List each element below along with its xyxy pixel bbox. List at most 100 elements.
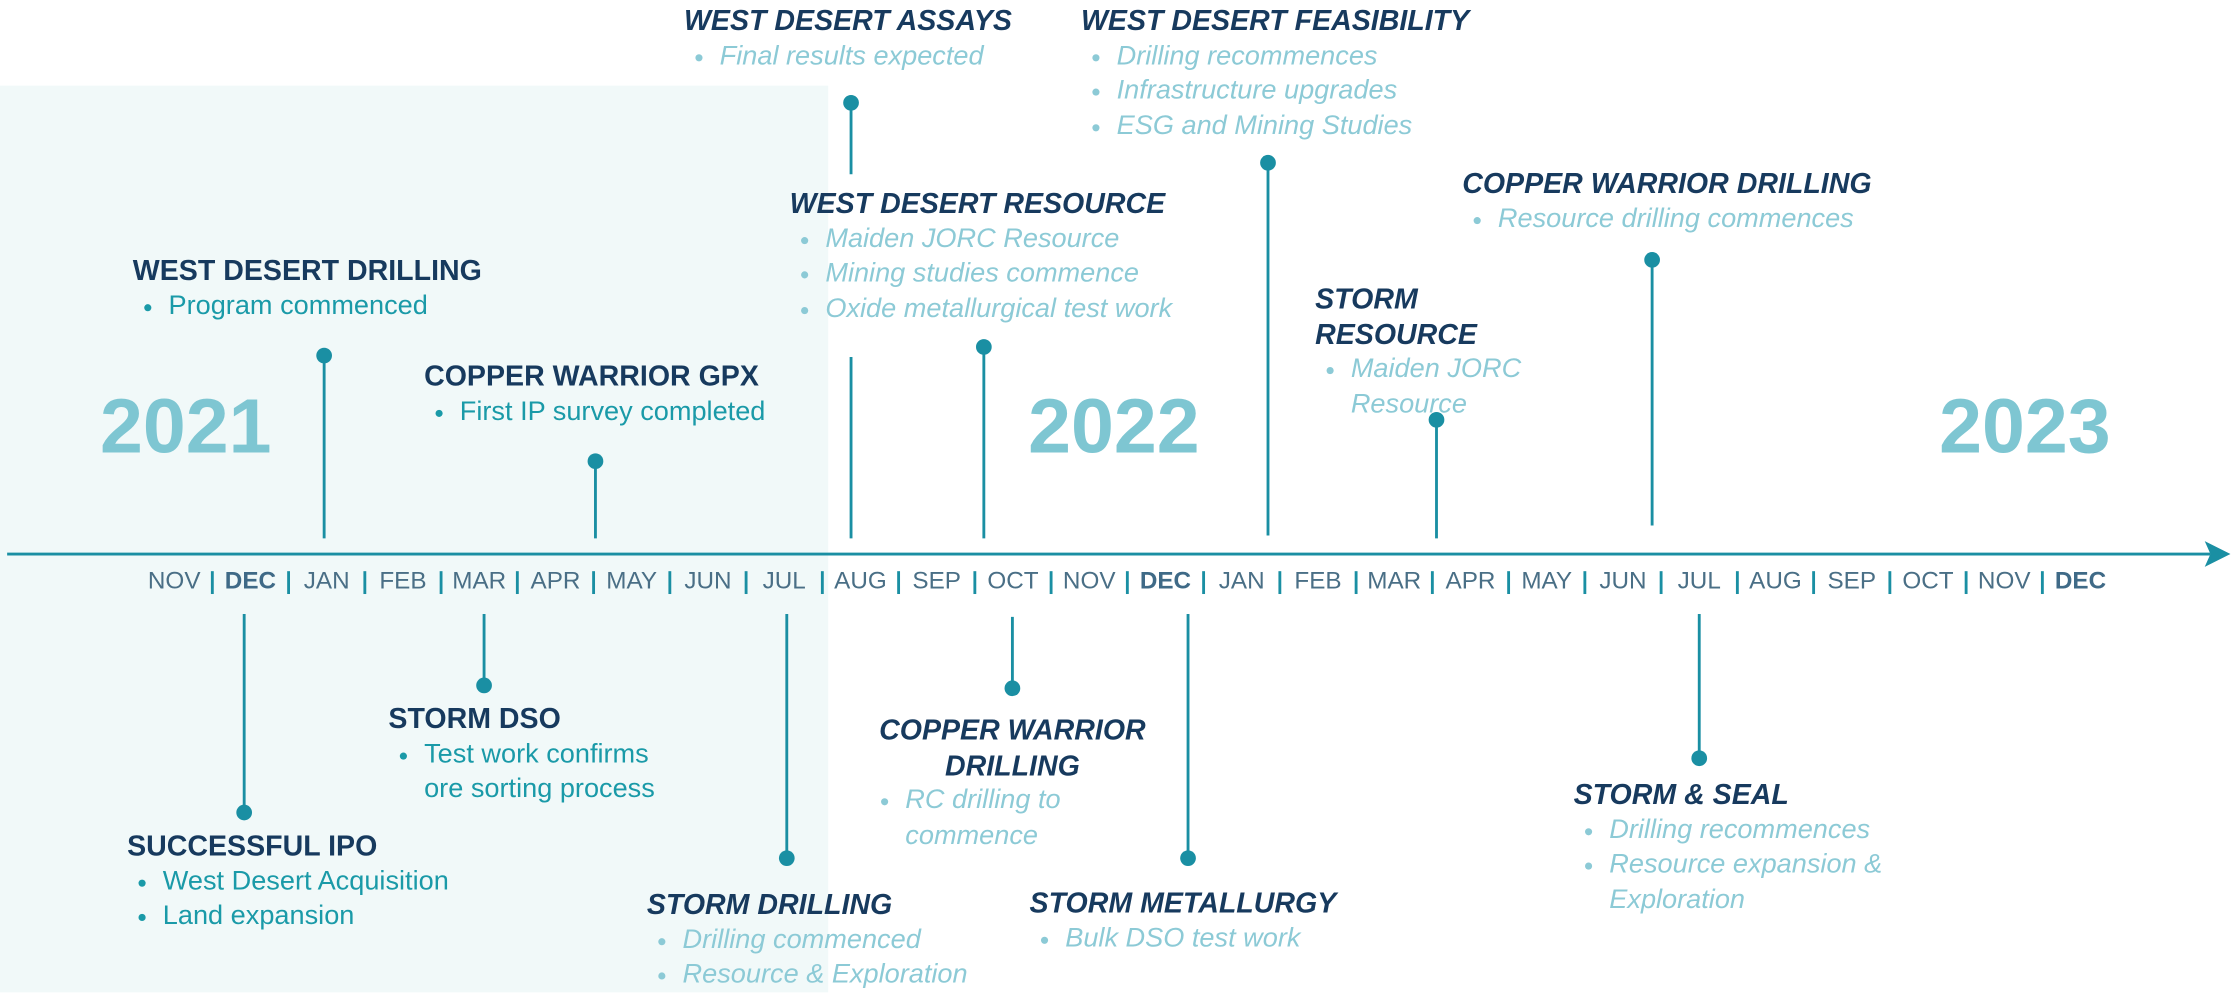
month-label: OCT: [1902, 566, 1954, 595]
event: SUCCESSFUL IPOWest Desert AcquisitionLan…: [127, 830, 555, 935]
month-label: MAY: [606, 566, 658, 595]
event-bullet: Oxide metallurgical test work: [825, 292, 1246, 327]
month-label: AUG: [834, 566, 887, 595]
axis-arrow: [2204, 541, 2231, 567]
month-label: DEC: [1139, 566, 1192, 595]
event-bullet: Drilling commenced: [683, 923, 1076, 958]
event-bullet: First IP survey completed: [460, 395, 853, 430]
event-dot: [316, 347, 332, 364]
event-title: COPPER WARRIOR DRILLING: [1462, 168, 1872, 200]
shaded-period: [0, 85, 829, 993]
event: WEST DESERT RESOURCEMaiden JORC Resource…: [790, 187, 1247, 327]
event-bullets: Maiden JORC ResourceMining studies comme…: [790, 222, 1247, 327]
month-label: DEC: [224, 566, 277, 595]
event: COPPER WARRIOR GPXFirst IP survey comple…: [424, 360, 852, 430]
event-bullet: Resource expansion & Exploration: [1609, 848, 1930, 918]
event-title: WEST DESERT DRILLING: [132, 255, 482, 288]
month-label: NOV: [147, 566, 201, 595]
event-bullet: Resource & Exploration: [683, 958, 1076, 992]
event: WEST DESERT DRILLINGProgram commenced: [133, 254, 561, 324]
event-title: STORM RESOURCE: [1315, 284, 1477, 351]
event-title: STORM DRILLING: [646, 889, 893, 922]
event-bullet: Test work confirms ore sorting process: [424, 738, 695, 808]
event-bullets: Bulk DSO test work: [1030, 922, 1458, 957]
event: STORM METALLURGYBulk DSO test work: [1030, 887, 1458, 957]
event-dot: [843, 94, 859, 111]
month-label: NOV: [1062, 566, 1116, 595]
event-dot: [778, 850, 795, 867]
event-title: WEST DESERT FEASIBILITY: [1080, 5, 1470, 38]
month-label: MAR: [452, 566, 507, 595]
event-bullets: Maiden JORC Resource: [1315, 353, 1565, 423]
event-bullets: West Desert AcquisitionLand expansion: [127, 865, 555, 935]
event-dot: [1691, 750, 1708, 767]
event-bullet: Maiden JORC Resource: [1351, 353, 1565, 423]
event-bullet: RC drilling to commence: [905, 784, 1155, 854]
event: STORM DRILLINGDrilling commencedResource…: [647, 888, 1075, 992]
event-dot: [476, 677, 492, 694]
event-dot: [1260, 154, 1276, 171]
year-label: 2023: [1939, 384, 2111, 470]
event-bullet: Land expansion: [163, 900, 556, 935]
month-label: AUG: [1749, 566, 1802, 595]
event-bullets: Program commenced: [133, 289, 561, 324]
event-bullet: Mining studies commence: [825, 257, 1246, 292]
event: STORM & SEALDrilling recommencesResource…: [1574, 778, 1931, 918]
year-label: 2022: [1028, 384, 1200, 470]
event: WEST DESERT FEASIBILITYDrilling recommen…: [1081, 4, 1538, 144]
event-bullet: Program commenced: [168, 289, 561, 324]
event-title: WEST DESERT RESOURCE: [789, 188, 1166, 220]
event: WEST DESERT ASSAYSFinal results expected: [684, 4, 1112, 74]
event-bullets: First IP survey completed: [424, 395, 852, 430]
event-bullet: Final results expected: [720, 39, 1113, 74]
event-bullets: Drilling recommencesInfrastructure upgra…: [1081, 39, 1538, 144]
event-bullet: Resource drilling commences: [1498, 202, 1948, 237]
event-title: COPPER WARRIOR DRILLING: [879, 715, 1146, 782]
month-label: MAR: [1367, 566, 1422, 595]
month-label: NOV: [1977, 566, 2031, 595]
event: COPPER WARRIOR DRILLINGResource drilling…: [1462, 167, 1947, 237]
event-title: STORM & SEAL: [1573, 779, 1789, 812]
event: COPPER WARRIOR DRILLINGRC drilling to co…: [870, 714, 1156, 854]
event-title: WEST DESERT ASSAYS: [683, 5, 1012, 38]
event-bullets: Final results expected: [684, 39, 1112, 74]
month-label: FEB: [1294, 566, 1342, 595]
year-label: 2021: [99, 384, 272, 470]
month-label: APR: [1445, 566, 1496, 595]
month-label: APR: [530, 566, 581, 595]
event-dot: [975, 339, 992, 355]
event-bullet: Maiden JORC Resource: [825, 222, 1246, 257]
event-bullet: Drilling recommences: [1117, 39, 1538, 74]
event-dot: [1644, 252, 1660, 268]
month-label: DEC: [2054, 566, 2107, 595]
event-bullet: Infrastructure upgrades: [1117, 74, 1538, 109]
month-label: MAY: [1521, 566, 1573, 595]
month-label: SEP: [912, 566, 962, 595]
event-dot: [1180, 850, 1196, 867]
month-label: JUN: [1599, 566, 1647, 595]
event-bullets: Drilling recommencesResource expansion &…: [1574, 813, 1931, 918]
month-label: JUN: [684, 566, 732, 595]
event-dot: [236, 804, 253, 821]
month-label: OCT: [987, 566, 1039, 595]
month-label: SEP: [1827, 566, 1877, 595]
event: STORM RESOURCEMaiden JORC Resource: [1315, 283, 1565, 423]
event-dot: [587, 453, 604, 470]
month-label: JUL: [1677, 566, 1721, 595]
month-label: JUL: [762, 566, 806, 595]
event-title: SUCCESSFUL IPO: [127, 831, 378, 863]
event-bullets: Test work confirms ore sorting process: [388, 738, 695, 808]
event-title: STORM METALLURGY: [1029, 888, 1337, 920]
event-bullet: Bulk DSO test work: [1065, 922, 1458, 957]
event-bullets: RC drilling to commence: [870, 784, 1156, 854]
event-bullet: ESG and Mining Studies: [1117, 109, 1538, 144]
event-title: COPPER WARRIOR GPX: [424, 361, 759, 393]
event-dot: [1428, 411, 1445, 428]
event-bullet: West Desert Acquisition: [163, 865, 556, 900]
month-label: JAN: [1218, 566, 1265, 595]
event-dot: [1004, 680, 1021, 697]
event-bullets: Drilling commencedResource & Exploration: [647, 923, 1075, 992]
